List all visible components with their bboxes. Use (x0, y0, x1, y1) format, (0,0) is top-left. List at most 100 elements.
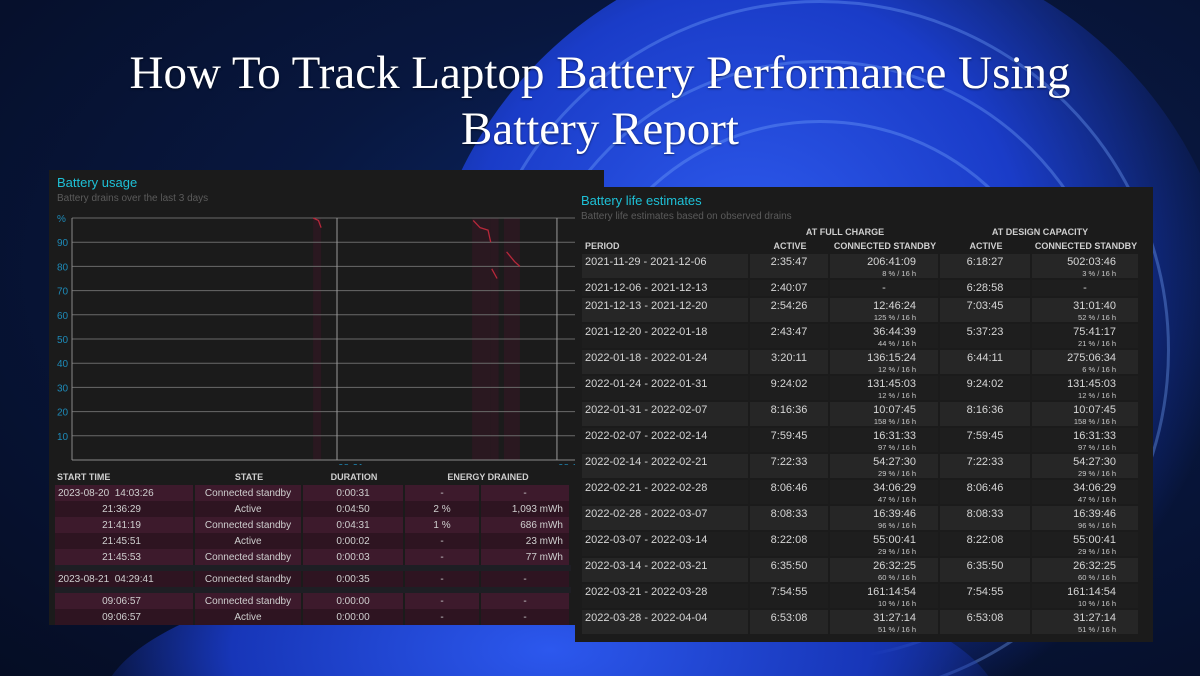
period-cell: 2022-01-31 - 2022-02-07 (582, 402, 750, 426)
estimates-table-row: 2022-03-21 - 2022-03-28 7:54:55 161:14:54 1… (582, 584, 1140, 608)
x-tick-label: 08-22 (558, 463, 584, 465)
period-cell: 2021-12-13 - 2021-12-20 (582, 298, 750, 322)
dc-connected-standby-cell: 75:41:17 21 % / 16 h (1032, 324, 1140, 348)
estimates-column-header: PERIOD ACTIVE CONNECTED STANDBY ACTIVE C… (582, 240, 1140, 252)
energy-mwh-cell: - (481, 609, 571, 625)
page-title-line2: Battery Report (460, 103, 739, 155)
state-cell: Active (195, 533, 303, 549)
fc-cs-value: 10:07:45 (873, 404, 916, 416)
col-state: STATE (234, 471, 264, 482)
dc-cs-rate: 21 % / 16 h (1078, 339, 1116, 348)
fc-active-cell: 8:06:46 (750, 480, 830, 504)
dc-cs-value: 275:06:34 (1067, 352, 1116, 364)
fc-connected-standby-cell: 131:45:03 12 % / 16 h (830, 376, 940, 400)
estimates-table-row: 2022-03-28 - 2022-04-04 6:53:08 31:27:14 51… (582, 610, 1140, 634)
estimates-table-row: 2021-12-13 - 2021-12-20 2:54:26 12:46:24 12… (582, 298, 1140, 322)
y-tick-label: 60 (57, 311, 69, 322)
duration-cell: 0:00:00 (303, 593, 405, 609)
fc-cs-value: 31:27:14 (873, 612, 916, 624)
battery-usage-panel: Battery usage Battery drains over the la… (49, 170, 604, 625)
dc-active-cell: 8:08:33 (940, 506, 1032, 530)
dc-connected-standby-cell: 161:14:54 10 % / 16 h (1032, 584, 1140, 608)
fc-cs-rate: 97 % / 16 h (878, 443, 916, 452)
fc-connected-standby-cell: 34:06:29 47 % / 16 h (830, 480, 940, 504)
duration-cell: 0:00:03 (303, 549, 405, 565)
group-separator (55, 587, 571, 593)
energy-mwh-cell: 686 mWh (481, 517, 571, 533)
start-time: 21:45:51 (102, 535, 141, 547)
y-tick-label: 90 (57, 238, 69, 249)
dc-connected-standby-cell: 10:07:45 158 % / 16 h (1032, 402, 1140, 426)
energy-mwh-cell: - (481, 485, 571, 501)
estimates-table-row: 2022-02-14 - 2022-02-21 7:22:33 54:27:30 29… (582, 454, 1140, 478)
usage-table-row: 21:36:29 Active 0:04:50 2 % 1,093 mWh (55, 501, 571, 517)
period-cell: 2021-11-29 - 2021-12-06 (582, 254, 750, 278)
col-fc-active: ACTIVE (773, 241, 807, 251)
fc-active-cell: 7:59:45 (750, 428, 830, 452)
group-separator (55, 565, 571, 571)
fc-connected-standby-cell: 161:14:54 10 % / 16 h (830, 584, 940, 608)
battery-usage-subtitle: Battery drains over the last 3 days (57, 193, 209, 204)
fc-cs-value: 55:00:41 (873, 534, 916, 546)
usage-table-row: 21:41:19 Connected standby 0:04:31 1 % 686 m… (55, 517, 571, 533)
state-cell: Connected standby (195, 593, 303, 609)
state-cell: Connected standby (195, 485, 303, 501)
fc-connected-standby-cell: 136:15:24 12 % / 16 h (830, 350, 940, 374)
start-time-cell: 21:45:53 (55, 549, 195, 565)
estimates-group-header: AT FULL CHARGE AT DESIGN CAPACITY (582, 226, 1140, 238)
usage-table-row: 09:06:57 Connected standby 0:00:00- - (55, 593, 571, 609)
period-cell: 2022-02-21 - 2022-02-28 (582, 480, 750, 504)
energy-percent-cell: 1 % (405, 517, 481, 533)
fc-cs-value: 12:46:24 (873, 300, 916, 312)
col-energy-drained: ENERGY DRAINED (447, 471, 529, 482)
usage-table-row: 21:45:51 Active 0:00:02-23 mWh (55, 533, 571, 549)
dc-cs-value: 31:27:14 (1073, 612, 1116, 624)
start-time-cell: 09:06:57 (55, 609, 195, 625)
fc-cs-value: 16:39:46 (873, 508, 916, 520)
estimates-table-row: 2022-02-07 - 2022-02-14 7:59:45 16:31:33 97… (582, 428, 1140, 452)
duration-cell: 0:00:31 (303, 485, 405, 501)
estimates-table-row: 2022-03-07 - 2022-03-14 8:22:08 55:00:41 29… (582, 532, 1140, 556)
energy-percent-cell: 2 % (405, 501, 481, 517)
start-time-cell: 21:36:29 (55, 501, 195, 517)
dc-cs-rate: 97 % / 16 h (1078, 443, 1116, 452)
fc-cs-rate: 29 % / 16 h (878, 547, 916, 556)
state-cell: Connected standby (195, 571, 303, 587)
energy-mwh-cell: 1,093 mWh (481, 501, 571, 517)
dc-cs-rate: 47 % / 16 h (1078, 495, 1116, 504)
dc-cs-value: 131:45:03 (1067, 378, 1116, 390)
dc-cs-rate: 158 % / 16 h (1073, 417, 1116, 426)
dc-active-cell: 7:22:33 (940, 454, 1032, 478)
drain-line (506, 251, 521, 267)
dc-connected-standby-cell: 34:06:29 47 % / 16 h (1032, 480, 1140, 504)
fc-connected-standby-cell: 36:44:39 44 % / 16 h (830, 324, 940, 348)
fc-cs-rate: 60 % / 16 h (878, 573, 916, 582)
col-duration: DURATION (330, 471, 378, 482)
energy-percent-cell: - (405, 533, 481, 549)
period-cell: 2022-01-24 - 2022-01-31 (582, 376, 750, 400)
fc-connected-standby-cell: 12:46:24 125 % / 16 h (830, 298, 940, 322)
dc-cs-value: 54:27:30 (1073, 456, 1116, 468)
fc-cs-rate: 12 % / 16 h (878, 391, 916, 400)
dc-cs-value: 75:41:17 (1073, 326, 1116, 338)
col-start-time: START TIME (57, 471, 111, 482)
page-title: How To Track Laptop Battery Performance … (0, 45, 1200, 157)
fc-cs-value: 54:27:30 (873, 456, 916, 468)
start-date: 2023-08-21 (58, 573, 110, 585)
dc-cs-value: - (1083, 282, 1087, 294)
dc-connected-standby-cell: 26:32:25 60 % / 16 h (1032, 558, 1140, 582)
fc-active-cell: 2:40:07 (750, 280, 830, 296)
fc-cs-rate: 10 % / 16 h (878, 599, 916, 608)
start-time-cell: 21:41:19 (55, 517, 195, 533)
fc-cs-value: - (882, 282, 886, 294)
x-tick-label: 08-21 (338, 463, 364, 465)
dc-active-cell: 7:54:55 (940, 584, 1032, 608)
dc-cs-rate: 10 % / 16 h (1078, 599, 1116, 608)
fc-cs-rate: 158 % / 16 h (873, 417, 916, 426)
dc-cs-rate: 52 % / 16 h (1078, 313, 1116, 322)
state-cell: Connected standby (195, 517, 303, 533)
start-time: 21:45:53 (102, 551, 141, 563)
duration-cell: 0:00:00 (303, 609, 405, 625)
dc-connected-standby-cell: 31:01:40 52 % / 16 h (1032, 298, 1140, 322)
dc-cs-value: 34:06:29 (1073, 482, 1116, 494)
